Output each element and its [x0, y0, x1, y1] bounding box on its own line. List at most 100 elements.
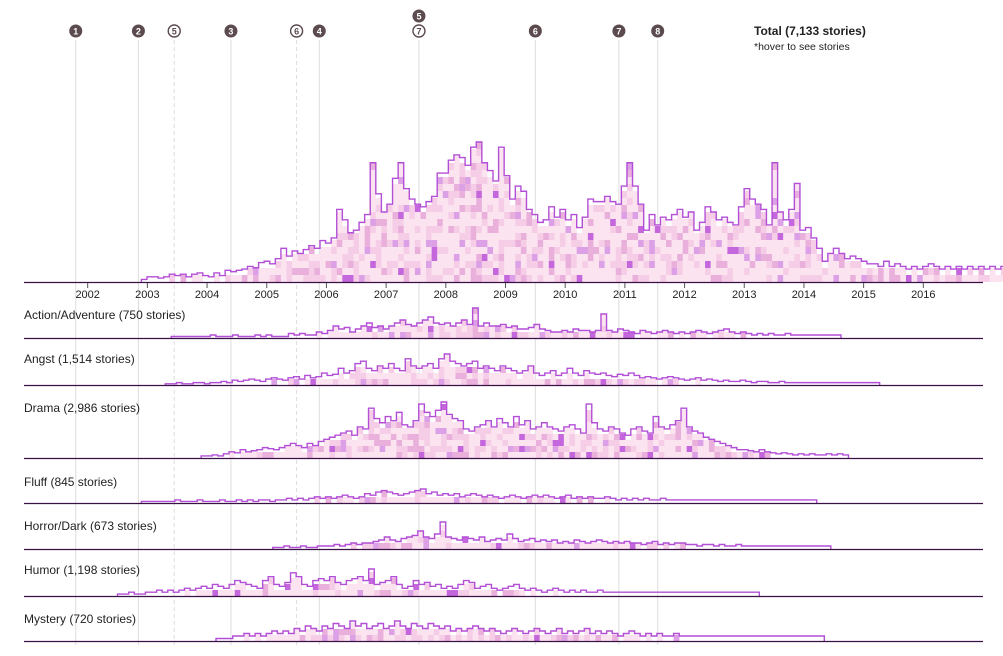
heat-cell — [515, 254, 522, 261]
heat-cell — [487, 240, 494, 247]
heat-cell — [681, 446, 687, 452]
heat-cell — [371, 379, 378, 385]
heat-cell — [578, 379, 585, 385]
heat-cell — [543, 240, 550, 247]
heat-cell — [448, 205, 455, 212]
marker-2[interactable]: 2 — [131, 24, 145, 38]
marker-7[interactable]: 7 — [612, 24, 626, 38]
heat-cell — [383, 629, 390, 635]
heat-cell — [462, 543, 469, 549]
heat-cell — [398, 247, 404, 254]
heat-cell — [342, 226, 349, 233]
heat-cell — [307, 452, 313, 458]
heat-cell — [476, 156, 483, 163]
heat-cell — [413, 584, 420, 590]
heat-cell — [470, 191, 477, 198]
heat-cell — [727, 233, 734, 240]
heat-cell — [483, 635, 490, 641]
heat-cell — [614, 446, 620, 452]
heat-cell — [699, 261, 706, 268]
heat-cell — [744, 205, 750, 212]
heat-cell — [453, 156, 460, 163]
heat-cell — [535, 446, 542, 452]
heat-cell — [618, 543, 625, 549]
heat-cell — [686, 428, 693, 434]
heat-cell — [426, 497, 432, 503]
heat-cell — [505, 379, 512, 385]
heat-cell — [595, 635, 602, 641]
heat-cell — [286, 261, 293, 268]
heat-cell — [463, 440, 470, 446]
heat-cell — [922, 268, 929, 275]
heat-cell — [794, 268, 801, 275]
heat-cell — [749, 212, 756, 219]
heat-cell — [602, 452, 609, 458]
heat-cell — [548, 240, 555, 247]
marker-5[interactable]: 5 — [167, 24, 181, 38]
heat-cell — [638, 212, 644, 219]
heat-cell — [716, 226, 723, 233]
heat-cell — [621, 205, 628, 212]
marker-6[interactable]: 6 — [528, 24, 542, 38]
heat-cell — [439, 635, 446, 641]
heat-cell — [360, 373, 367, 379]
heat-cell — [453, 233, 460, 240]
marker-6[interactable]: 6 — [289, 24, 304, 38]
heat-cell — [537, 233, 544, 240]
heat-cell — [286, 275, 293, 282]
heat-cell — [535, 452, 542, 458]
heat-cell — [322, 635, 328, 641]
heat-cell — [459, 219, 466, 226]
heat-cell — [455, 326, 462, 332]
heat-cell — [470, 149, 477, 156]
heat-cell — [481, 163, 488, 170]
heat-cell — [530, 440, 537, 446]
heat-cell — [472, 367, 479, 373]
heat-cell — [336, 261, 343, 268]
heat-cell — [442, 497, 449, 503]
heat-cell — [417, 531, 424, 537]
heat-cell — [364, 261, 371, 268]
marker-4[interactable]: 4 — [312, 24, 326, 38]
heat-cell — [565, 240, 572, 247]
heat-cell — [630, 452, 637, 458]
heat-cell — [476, 142, 483, 149]
heat-cell — [446, 422, 453, 428]
heat-cell — [465, 170, 471, 177]
heat-cell — [470, 268, 477, 275]
heat-cell — [418, 440, 425, 446]
heat-cell — [511, 332, 518, 338]
heat-cell — [377, 367, 384, 373]
marker-8[interactable]: 8 — [651, 24, 665, 38]
heat-cell — [465, 275, 471, 282]
heat-cell — [453, 198, 460, 205]
heat-cell — [833, 261, 840, 268]
marker-3[interactable]: 3 — [224, 24, 238, 38]
heat-cell — [325, 261, 332, 268]
heat-cell — [671, 226, 678, 233]
heat-cell — [610, 247, 616, 254]
heat-cell — [526, 212, 533, 219]
heat-cell — [593, 261, 600, 268]
heat-cell — [593, 205, 600, 212]
hover-note[interactable]: *hover to see stories — [754, 41, 850, 53]
marker-1[interactable]: 1 — [69, 24, 83, 38]
heat-cell — [351, 446, 358, 452]
heat-cell — [357, 578, 364, 584]
marker-number: 7 — [616, 27, 621, 37]
heat-cell — [972, 275, 979, 282]
heat-cell — [591, 434, 598, 440]
heat-cell — [409, 247, 416, 254]
heat-cell — [502, 452, 509, 458]
heat-cell — [626, 191, 633, 198]
heat-cell — [441, 434, 447, 440]
heat-cell — [304, 379, 311, 385]
marker-7[interactable]: 7 — [412, 24, 426, 38]
series-outline — [116, 568, 761, 597]
heat-cell — [625, 446, 632, 452]
marker-5[interactable]: 5 — [412, 9, 426, 23]
heat-cell — [515, 247, 522, 254]
heat-cell — [509, 275, 516, 282]
heat-cell — [617, 332, 624, 338]
heat-cell — [357, 584, 364, 590]
